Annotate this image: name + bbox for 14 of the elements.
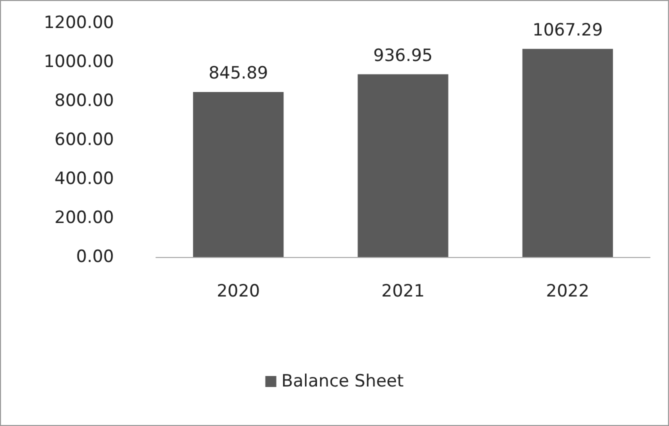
y-tick-label: 600.00 (54, 130, 114, 150)
y-tick-label: 200.00 (54, 208, 114, 228)
data-label: 845.89 (208, 64, 268, 84)
y-tick-label: 0.00 (76, 247, 114, 267)
y-tick-label: 1000.00 (44, 52, 114, 72)
y-tick-label: 800.00 (54, 91, 114, 111)
x-tick-label: 2020 (216, 282, 260, 302)
x-tick-label: 2021 (381, 282, 425, 302)
legend-label: Balance Sheet (281, 372, 404, 392)
data-label: 1067.29 (532, 20, 603, 40)
x-tick-label: 2022 (546, 282, 590, 302)
y-tick-label: 400.00 (54, 169, 114, 189)
y-tick-label: 1200.00 (44, 13, 114, 33)
data-label: 936.95 (373, 46, 433, 66)
